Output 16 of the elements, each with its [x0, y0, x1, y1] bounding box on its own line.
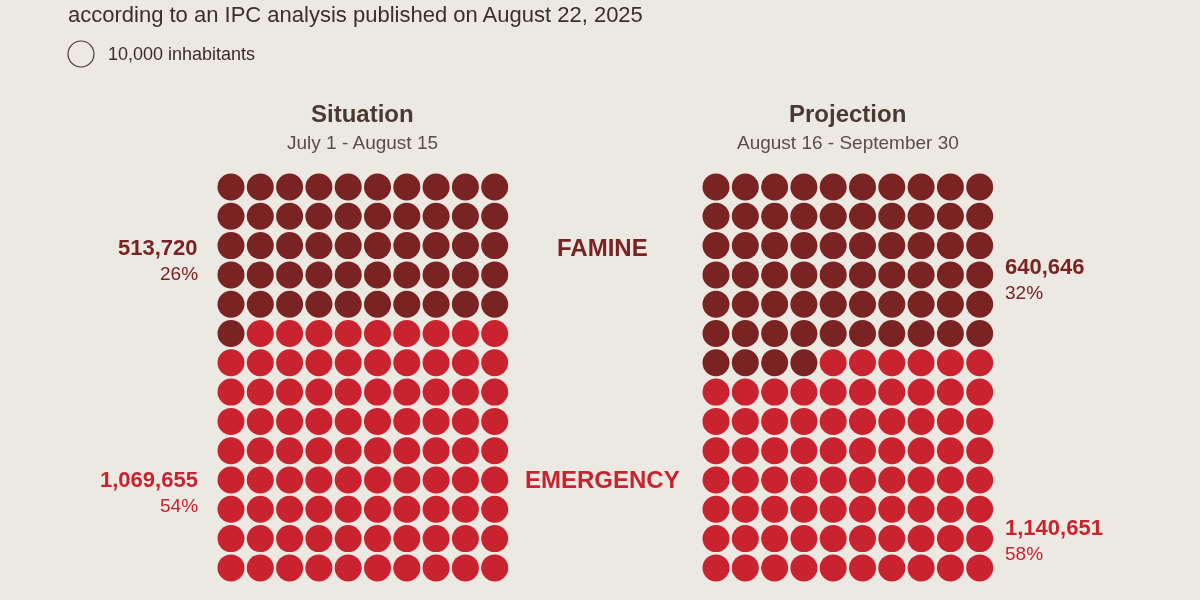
- text: August 16 - September 30: [737, 132, 959, 153]
- category-label: EMERGENCY: [525, 466, 680, 493]
- text: 58%: [1005, 543, 1044, 564]
- text: July 1 - August 15: [287, 132, 439, 153]
- legend-title: 10,000 inhabitants: [108, 44, 256, 64]
- data-label: 640,646: [1005, 254, 1085, 279]
- text: 32%: [1005, 282, 1044, 303]
- text: according to an IPC analysis published on August 22, 2025: [68, 2, 643, 27]
- data-label: 513,720: [118, 235, 198, 260]
- text: Situation: [311, 100, 414, 127]
- data-label: 1,140,651: [1005, 515, 1103, 540]
- text: Projection: [789, 100, 907, 127]
- category-label: FAMINE: [557, 234, 648, 261]
- text: 54%: [160, 495, 199, 516]
- data-label: 1,069,655: [100, 467, 198, 492]
- text: 26%: [160, 263, 199, 284]
